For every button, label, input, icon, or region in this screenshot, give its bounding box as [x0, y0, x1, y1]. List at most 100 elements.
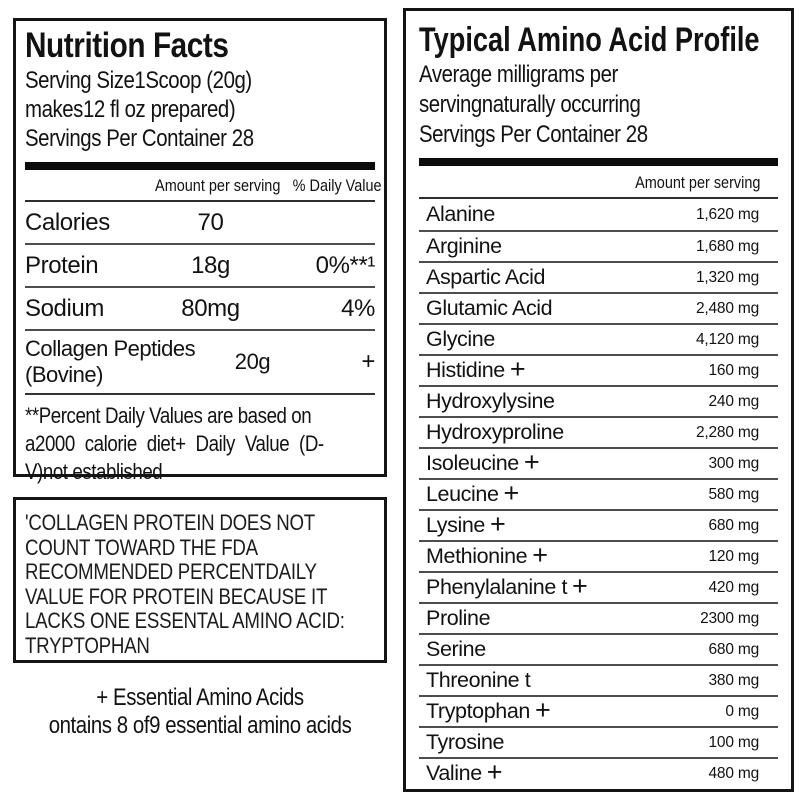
table-row-protein: Protein 18g 0%**¹	[25, 243, 375, 286]
amino-name: Histidine	[426, 358, 505, 382]
amino-amount: 480 mg	[708, 764, 760, 782]
nutrient-name: Calories	[25, 209, 110, 236]
footnote-line: **Percent Daily Values are based on	[25, 403, 312, 428]
daily-value-footnote: **Percent Daily Values are based on a200…	[25, 395, 375, 486]
amino-name: Hydroxyproline	[426, 420, 564, 444]
table-row-tyrosine: Tyrosine 100 mg	[419, 726, 778, 757]
amino-name: Phenylalanine t	[426, 575, 568, 599]
amino-amount: 100 mg	[708, 733, 760, 751]
amino-name: Serine	[426, 637, 486, 661]
table-row-isoleucine: Isoleucine + 300 mg	[419, 447, 778, 478]
footnote-line: a2000 calorie diet+ Daily Value (D-	[25, 431, 324, 456]
table-row-serine: Serine 680 mg	[419, 633, 778, 664]
amino-name: Isoleucine	[426, 451, 519, 475]
amino-name: Hydroxylysine	[426, 389, 555, 413]
serving-prepared-line: makes12 fl oz prepared)	[25, 96, 236, 123]
table-row-arginine: Arginine 1,680 mg	[419, 230, 778, 261]
nutrient-amount: 70	[197, 209, 224, 236]
table-row-threonine: Threonine t 380 mg	[419, 664, 778, 695]
table-row-histidine: Histidine + 160 mg	[419, 354, 778, 385]
amino-profile-subtitle-line: Average milligrams per	[419, 61, 618, 88]
essential-marker-icon: +	[523, 446, 540, 477]
table-row-lysine: Lysine + 680 mg	[419, 509, 778, 540]
table-row-methionine: Methionine + 120 mg	[419, 540, 778, 571]
essential-note-line: ontains 8 of9 essential amino acids	[48, 712, 352, 739]
table-row-valine: Valine + 480 mg	[419, 757, 778, 788]
table-row-glutamic-acid: Glutamic Acid 2,480 mg	[419, 292, 778, 323]
essential-marker-icon: +	[532, 539, 548, 570]
essential-marker-icon: +	[509, 353, 526, 384]
amino-name: Glutamic Acid	[426, 296, 553, 320]
amino-name: Arginine	[426, 234, 502, 258]
disclaimer-line: VALUE FOR PROTEIN BECAUSE IT	[25, 583, 328, 609]
essential-marker-icon: +	[534, 694, 551, 725]
table-row-collagen-peptides: Collagen Peptides (Bovine) 20g +	[25, 329, 375, 393]
disclaimer-line: RECOMMENDED PERCENTDAILY	[25, 559, 317, 584]
nutrition-facts-panel: Nutrition Facts Serving Size1Scoop (20g)…	[13, 18, 387, 484]
amino-amount: 2,280 mg	[695, 423, 759, 441]
amount-per-serving-header: Amount per serving	[155, 176, 281, 195]
essential-amino-acids-note: + Essential Amino Acids ontains 8 of9 es…	[13, 684, 387, 739]
amino-amount: 2300 mg	[700, 609, 759, 627]
table-row-leucine: Leucine + 580 mg	[419, 478, 778, 509]
amino-name: Aspartic Acid	[426, 265, 546, 289]
essential-marker-icon: +	[572, 570, 588, 601]
table-row-calories: Calories 70	[25, 202, 375, 243]
amino-amount: 380 mg	[708, 671, 760, 689]
table-row-tryptophan: Tryptophan + 0 mg	[419, 695, 778, 726]
amino-amount: 160 mg	[708, 361, 760, 379]
amino-amount: 680 mg	[708, 516, 760, 534]
table-row-sodium: Sodium 80mg 4%	[25, 286, 375, 329]
table-row-hydroxyproline: Hydroxyproline 2,280 mg	[419, 416, 778, 447]
servings-per-container-line: Servings Per Container 28	[25, 125, 254, 152]
table-row-alanine: Alanine 1,620 mg	[419, 199, 778, 230]
amino-name: Tyrosine	[426, 730, 505, 754]
amino-amount: 680 mg	[708, 640, 760, 658]
divider-bar	[25, 162, 375, 170]
table-row-phenylalanine: Phenylalanine t + 420 mg	[419, 571, 778, 602]
amino-name: Proline	[426, 606, 491, 630]
table-row-proline: Proline 2300 mg	[419, 602, 778, 633]
nutrient-amount: 18g	[191, 252, 230, 279]
divider-bar	[419, 158, 778, 166]
nutrient-name: Collagen Peptides (Bovine)	[25, 336, 196, 387]
amino-amount: 2,480 mg	[695, 299, 759, 317]
amino-amount: 4,120 mg	[695, 330, 759, 348]
amino-amount: 1,680 mg	[695, 237, 759, 255]
amino-amount: 300 mg	[708, 454, 760, 472]
amino-name: Leucine	[426, 482, 499, 506]
nutrient-daily-value: 0%**¹	[315, 252, 376, 279]
amino-profile-subtitle-line: servingnaturally occurring	[419, 91, 641, 118]
amino-name: Glycine	[426, 327, 495, 351]
amino-acid-profile-panel: Typical Amino Acid Profile Average milli…	[403, 8, 794, 792]
nutrition-facts-title: Nutrition Facts	[25, 26, 229, 65]
essential-marker-icon: +	[489, 508, 506, 539]
amino-amount: 580 mg	[708, 485, 760, 503]
amino-name: Threonine t	[426, 668, 531, 692]
amino-profile-title: Typical Amino Acid Profile	[419, 21, 760, 59]
amino-name: Methionine	[426, 544, 528, 568]
nutrient-daily-value: 4%	[341, 295, 375, 322]
essential-marker-icon: +	[486, 756, 503, 787]
table-row-hydroxylysine: Hydroxylysine 240 mg	[419, 385, 778, 416]
amino-amount: 120 mg	[708, 547, 760, 565]
amino-amount: 420 mg	[708, 578, 760, 596]
nutrient-daily-value: +	[361, 348, 375, 375]
footnote-divider	[25, 393, 375, 395]
essential-marker-icon: +	[503, 477, 520, 508]
disclaimer-line: COUNT TOWARD THE FDA	[25, 534, 258, 560]
daily-value-header: % Daily Value	[292, 176, 382, 195]
serving-size-line: Serving Size1Scoop (20g)	[25, 67, 252, 94]
amino-amount: 1,620 mg	[695, 205, 759, 223]
amino-amount: 1,320 mg	[695, 268, 759, 286]
amount-per-serving-header: Amount per serving	[419, 166, 778, 199]
amino-amount: 240 mg	[708, 392, 760, 410]
disclaimer-line: TRYPTOPHAN	[25, 632, 150, 658]
amino-name: Alanine	[426, 202, 495, 226]
essential-note-line: + Essential Amino Acids	[96, 684, 304, 711]
amino-name: Tryptophan	[426, 699, 530, 723]
footnote-line: V)not established	[25, 459, 163, 484]
table-row-aspartic-acid: Aspartic Acid 1,320 mg	[419, 261, 778, 292]
amino-profile-subtitle-line: Servings Per Container 28	[419, 121, 648, 148]
nutrition-table-header: Amount per serving % Daily Value	[25, 170, 382, 202]
